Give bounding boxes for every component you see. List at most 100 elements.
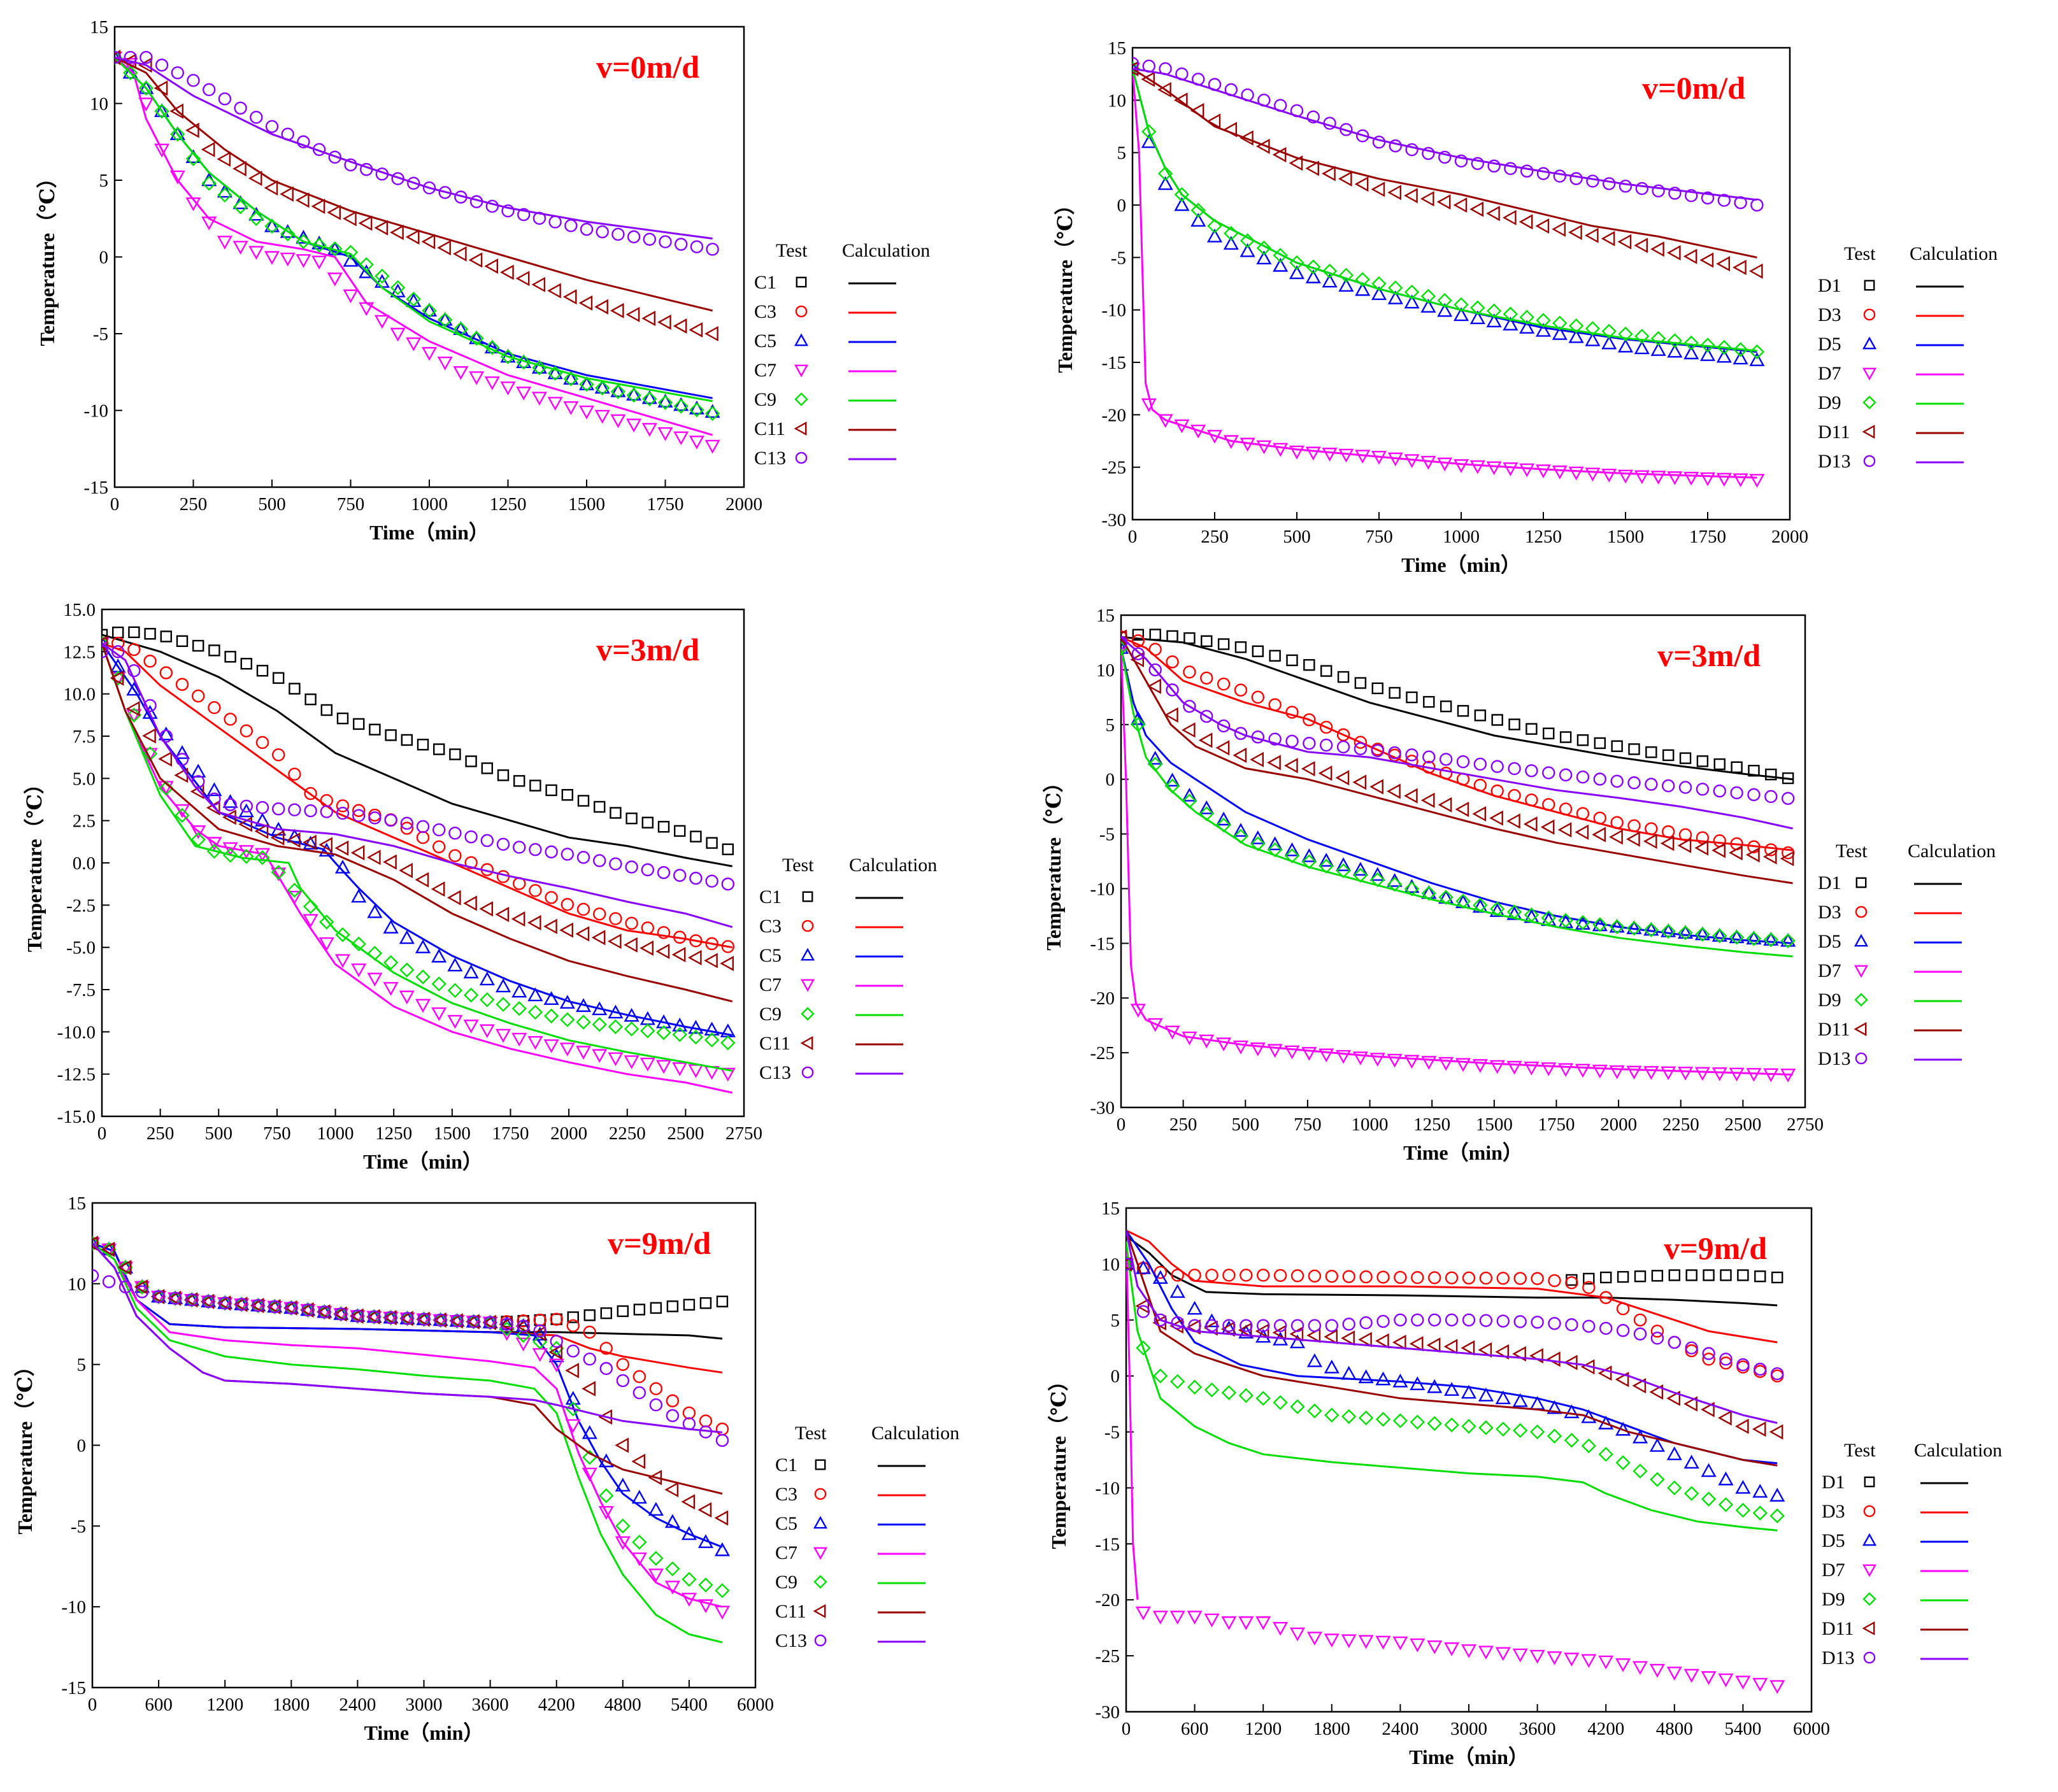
- d5-test-marker: [1306, 1353, 1322, 1367]
- c5-calc-line: [102, 643, 732, 1037]
- d7-test-marker: [1469, 460, 1485, 474]
- c5-test-marker: [158, 726, 174, 741]
- c1-test-marker: [633, 1304, 646, 1316]
- c7-test-marker: [515, 1337, 531, 1352]
- c13-test-marker: [580, 222, 594, 236]
- c11-test-marker: [232, 160, 247, 176]
- c3-test-marker: [533, 1313, 547, 1327]
- legend-marker: [813, 1547, 828, 1560]
- c5-test-marker: [399, 930, 415, 944]
- d5-test-marker: [1568, 329, 1584, 343]
- d9-test-marker: [1273, 1395, 1288, 1411]
- d9-test-marker: [1421, 886, 1436, 901]
- d7-test-marker: [1506, 1060, 1522, 1075]
- d5-test-marker: [1169, 1284, 1185, 1298]
- d7-test-marker: [1780, 1069, 1796, 1083]
- d5-test-marker: [1437, 302, 1453, 317]
- d9-test-marker: [1536, 313, 1551, 328]
- d13-test-marker: [1354, 742, 1368, 755]
- d13-test-marker: [1273, 1319, 1287, 1332]
- c9-test-marker: [527, 1004, 543, 1020]
- d5-test-marker: [1273, 258, 1289, 272]
- d9-test-marker: [1240, 233, 1255, 248]
- c11-test-marker: [479, 901, 493, 917]
- x-tick-label: 0: [1122, 1719, 1131, 1739]
- d5-test-marker: [1410, 1376, 1426, 1391]
- d9-test-marker: [1749, 344, 1765, 360]
- d5-test-marker: [1387, 872, 1403, 887]
- c13-test-marker: [407, 176, 420, 190]
- c11-test-marker: [280, 186, 294, 202]
- d7-test-marker: [1121, 642, 1129, 657]
- c11-test-marker: [673, 318, 687, 334]
- d9-test-marker: [1769, 1508, 1785, 1524]
- x-tick-label: 0: [110, 494, 120, 515]
- d13-test-marker: [1479, 1314, 1493, 1327]
- c11-test-marker: [664, 1482, 679, 1498]
- d1-test-marker: [1662, 749, 1675, 762]
- d1-test-marker: [1132, 629, 1145, 641]
- d9-test-marker: [1238, 1388, 1254, 1404]
- legend-entry-label: C5: [754, 331, 776, 352]
- x-tick-label: 1000: [317, 1123, 354, 1144]
- c11-test-marker: [102, 636, 108, 651]
- c13-test-marker: [301, 1303, 315, 1317]
- c13-test-marker: [360, 162, 373, 176]
- d1-test-marker: [1583, 1272, 1595, 1285]
- d7-test-marker: [1667, 471, 1683, 485]
- x-tick-label: 500: [258, 494, 286, 515]
- d7-test-marker: [1512, 1648, 1528, 1663]
- d9-calc-line: [1126, 1241, 1778, 1532]
- d3-test-marker: [1290, 1269, 1304, 1283]
- d5-test-marker: [1617, 338, 1634, 353]
- c13-test-marker: [659, 235, 672, 248]
- legend-entry-label: C9: [754, 389, 776, 410]
- c11-test-marker: [631, 1453, 646, 1469]
- c11-test-marker: [657, 314, 671, 330]
- d5-test-marker: [1141, 134, 1157, 148]
- d7-test-marker: [1147, 1018, 1163, 1032]
- c9-test-marker: [543, 1008, 559, 1024]
- c11-test-marker: [254, 823, 269, 839]
- d1-test-marker: [1526, 723, 1538, 735]
- d3-test-marker: [1542, 798, 1555, 811]
- d11-test-marker: [1369, 779, 1383, 795]
- d11-test-marker: [1267, 755, 1281, 771]
- d9-test-marker: [1547, 1428, 1562, 1444]
- c9-test-marker: [255, 850, 270, 865]
- d5-test-marker: [1716, 348, 1732, 363]
- c13-test-marker: [208, 792, 221, 806]
- d9-test-marker: [1322, 264, 1338, 279]
- d13-test-marker: [1438, 150, 1452, 164]
- c1-test-marker: [208, 644, 220, 657]
- legend-header-test: Test: [1836, 841, 1868, 862]
- d7-test-marker: [1199, 1034, 1215, 1049]
- x-axis-title: Time（min）: [369, 521, 489, 544]
- c7-test-marker: [437, 356, 453, 371]
- c5-test-marker: [543, 991, 559, 1006]
- chart-1: 0 250 500 750 1000 1250 1500 1750 2000 -30 -25 -20 -…: [1054, 38, 1997, 576]
- velocity-label: v=3m/d: [1657, 637, 1761, 673]
- d1-test-marker: [1286, 654, 1298, 667]
- d7-test-marker: [1495, 1647, 1511, 1661]
- legend-entry-label: C7: [775, 1542, 797, 1563]
- y-axis-title: Temperature（℃）: [1042, 772, 1065, 950]
- d11-test-marker: [1284, 758, 1298, 774]
- d11-test-marker: [1272, 146, 1287, 162]
- x-tick-label: 750: [263, 1123, 291, 1144]
- d1-test-marker: [1771, 1271, 1783, 1284]
- c3-test-marker: [682, 1406, 696, 1419]
- c1-test-marker: [683, 1298, 696, 1311]
- d13-test-marker: [1652, 184, 1665, 197]
- d13-test-marker: [1217, 719, 1231, 733]
- d7-test-marker: [1444, 1642, 1460, 1656]
- c13-test-marker: [513, 841, 526, 854]
- c7-test-marker: [217, 236, 232, 250]
- legend-marker: [813, 1516, 828, 1529]
- d9-test-marker: [1780, 933, 1796, 949]
- d3-test-marker: [1627, 819, 1641, 832]
- d5-test-marker: [1453, 307, 1469, 322]
- c13-test-marker: [464, 830, 478, 844]
- d5-test-marker: [1216, 811, 1232, 826]
- d11-test-marker: [1318, 765, 1333, 781]
